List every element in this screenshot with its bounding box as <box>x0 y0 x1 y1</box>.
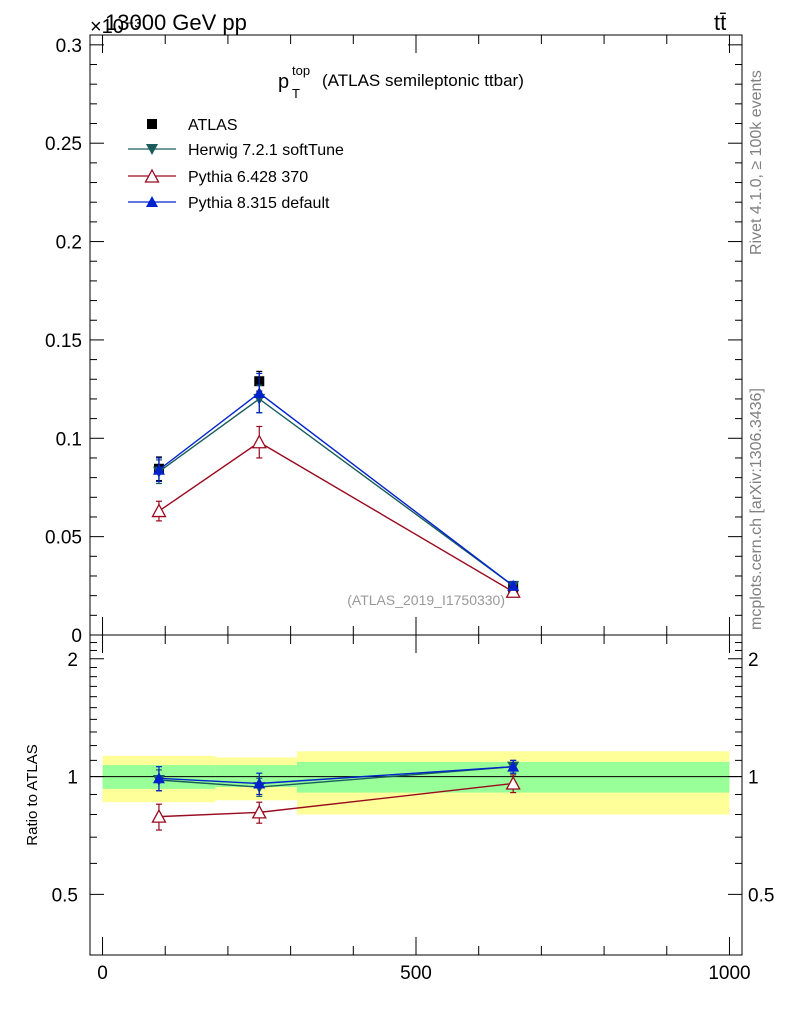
exponent-label: ×10⁻³ <box>90 16 141 38</box>
main-line-herwig <box>158 398 514 587</box>
ratio-ytick-label-right: 1 <box>748 768 759 789</box>
main-series-pythia6 <box>151 425 521 598</box>
ratio-point-pythia8 <box>507 760 520 772</box>
legend-marker-herwig <box>146 144 158 155</box>
side-label-bottom: mcplots.cern.ch [arXiv:1306.3436] <box>748 388 765 630</box>
title-suffix: (ATLAS semileptonic ttbar) <box>322 71 524 90</box>
main-point-pythia8 <box>507 579 520 591</box>
main-ytick-label: 0.05 <box>45 528 82 549</box>
main-line-pythia6 <box>158 441 514 593</box>
legend-label-pythia8: Pythia 8.315 default <box>188 195 330 212</box>
main-line-pythia8 <box>158 392 514 587</box>
legend-entry-pythia6: Pythia 6.428 370 <box>128 168 308 186</box>
ratio-ytick-label-right: 0.5 <box>748 885 774 906</box>
title-superscript: top <box>292 63 310 78</box>
ratio-ytick-label-left: 1 <box>67 768 78 789</box>
xtick-label: 500 <box>400 963 432 984</box>
ratio-ytick-label-right: 2 <box>748 650 759 671</box>
main-ytick-label: 0 <box>71 626 82 647</box>
side-label-top: Rivet 4.1.0, ≥ 100k events <box>748 70 765 255</box>
energy-label: 13000 GeV pp <box>105 10 247 35</box>
main-point-pythia6 <box>151 503 167 518</box>
legend-entry-herwig: Herwig 7.2.1 softTune <box>128 142 344 159</box>
main-ytick-label: 0.15 <box>45 331 82 352</box>
main-ytick-label: 0.3 <box>56 36 82 57</box>
ratio-point-pythia6 <box>151 808 167 823</box>
legend-label-atlas: ATLAS <box>188 117 238 134</box>
title-main: p <box>278 71 289 93</box>
uncertainty-bands <box>90 751 742 815</box>
legend-marker-pythia8 <box>146 196 158 207</box>
main-series-herwig <box>152 384 520 592</box>
legend-marker-pythia6 <box>144 168 160 183</box>
legend: ATLAS Herwig 7.2.1 softTune Pythia 6.428… <box>128 117 344 212</box>
xtick-label: 1000 <box>708 963 750 984</box>
xtick-label: 0 <box>97 963 108 984</box>
ratio-ytick-label-left: 0.5 <box>52 885 78 906</box>
legend-entry-atlas: ATLAS <box>147 117 238 134</box>
axis-ticks: 0 0.05 0.1 0.15 0.2 0.25 0.3 0.5 0.5 1 1 2 2 0 500 1000 <box>45 35 774 984</box>
legend-marker-atlas <box>147 119 157 129</box>
data-series <box>151 370 521 831</box>
legend-entry-pythia8: Pythia 8.315 default <box>128 195 330 212</box>
main-point-pythia8 <box>152 463 165 475</box>
legend-label-herwig: Herwig 7.2.1 softTune <box>188 142 344 159</box>
ratio-series-pythia6 <box>151 774 521 831</box>
main-ytick-label: 0.2 <box>56 233 82 254</box>
main-point-pythia8 <box>253 387 266 399</box>
legend-label-pythia6: Pythia 6.428 370 <box>188 169 308 186</box>
analysis-tag: (ATLAS_2019_I1750330) <box>347 592 505 608</box>
main-ytick-label: 0.25 <box>45 134 82 155</box>
plot-title: p top T (ATLAS semileptonic ttbar) <box>278 63 524 101</box>
main-point-pythia6 <box>251 434 267 449</box>
ratio-ylabel: Ratio to ATLAS <box>24 744 41 845</box>
main-series-pythia8 <box>152 372 520 591</box>
ratio-point-pythia8 <box>152 772 165 784</box>
main-series-atlas <box>153 370 519 593</box>
ratio-point-pythia6 <box>251 804 267 819</box>
title-subscript: T <box>292 86 300 101</box>
ratio-ytick-label-left: 2 <box>67 650 78 671</box>
ratio-point-pythia8 <box>253 777 266 789</box>
main-point-pythia6 <box>505 583 521 598</box>
ratio-point-pythia6 <box>505 775 521 790</box>
process-label: tt̄ <box>714 10 726 35</box>
main-ytick-label: 0.1 <box>56 429 82 450</box>
ratio-series-pythia8 <box>152 759 520 796</box>
